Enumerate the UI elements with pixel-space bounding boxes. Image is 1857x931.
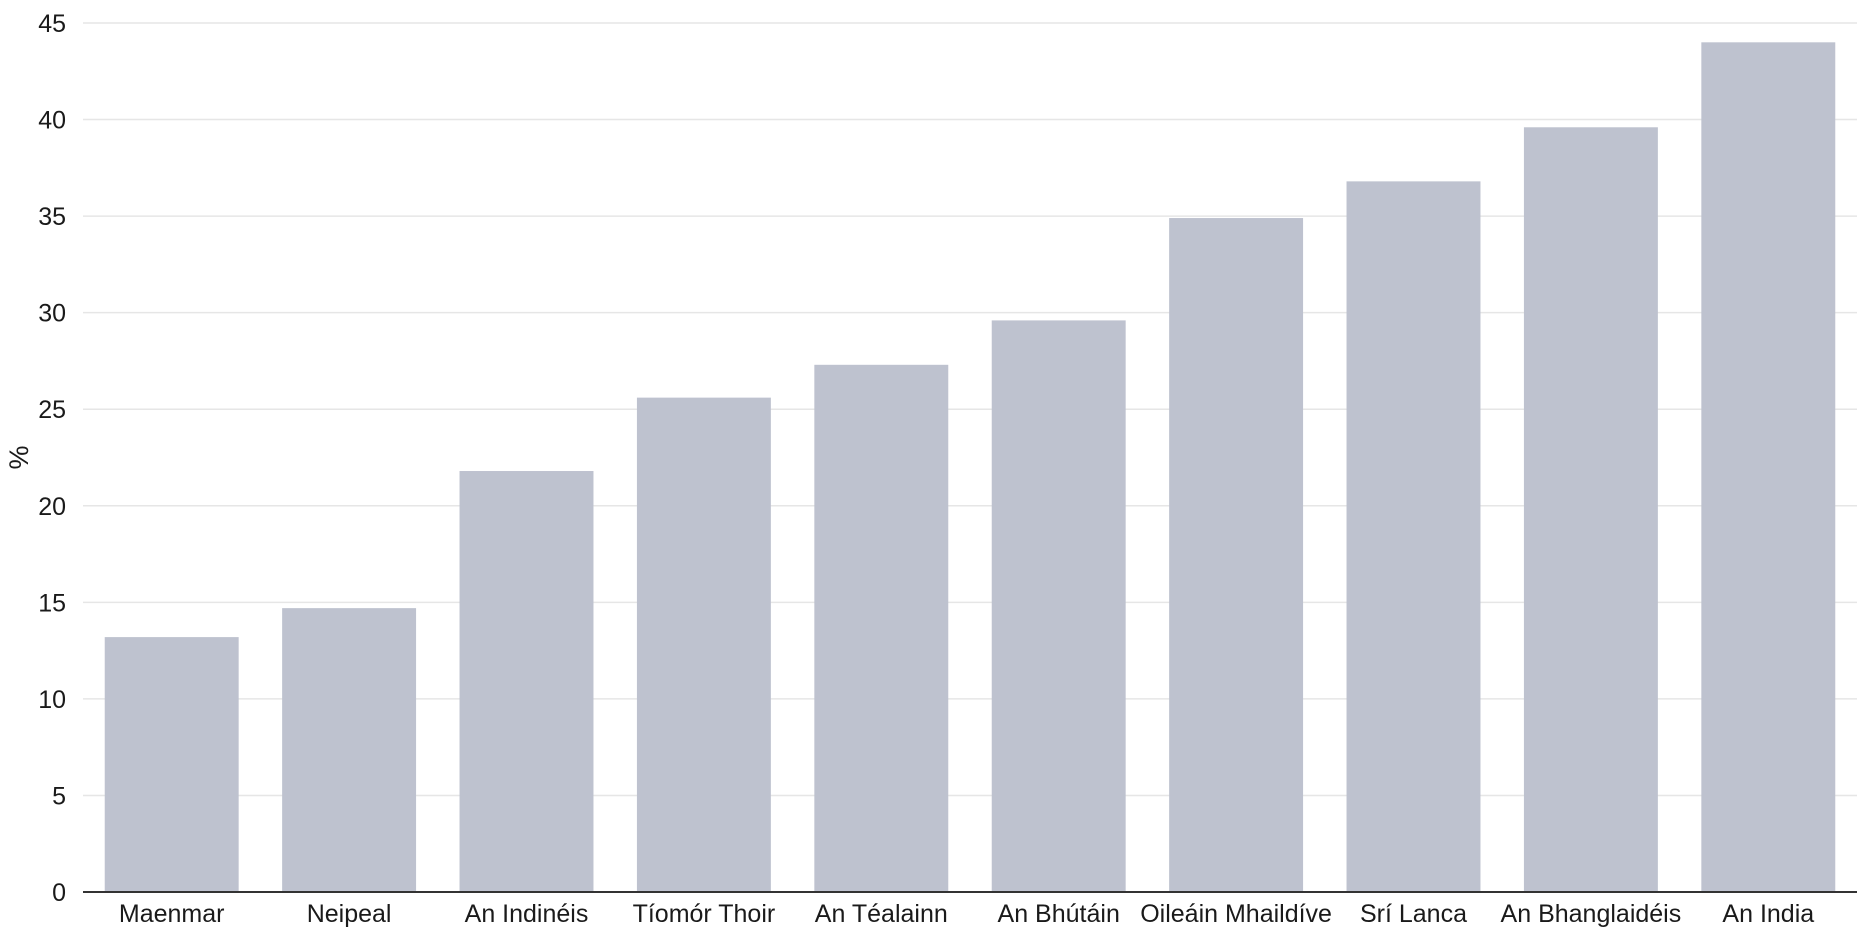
y-tick-label: 0	[52, 879, 66, 907]
x-tick-label: An Téalainn	[815, 900, 948, 928]
bars	[104, 42, 1836, 893]
y-tick-label: 10	[38, 686, 66, 714]
x-tick-label: Oileáin Mhaildíve	[1140, 900, 1332, 928]
x-tick-label: Srí Lanca	[1360, 900, 1467, 928]
bar	[459, 471, 594, 892]
x-tick-label: An India	[1722, 900, 1814, 928]
x-tick-label: An Bhanglaidéis	[1501, 900, 1682, 928]
bar	[1169, 218, 1304, 892]
x-tick-label: An Indinéis	[465, 900, 589, 928]
y-tick-label: 25	[38, 396, 66, 424]
bar	[104, 637, 239, 892]
bar	[991, 320, 1126, 892]
y-tick-label: 20	[38, 493, 66, 521]
y-axis-ticks: 0 5 10 15 20 25 30 35 40 45	[38, 10, 66, 907]
y-tick-label: 40	[38, 107, 66, 135]
bar	[1701, 42, 1836, 893]
y-tick-label: 30	[38, 300, 66, 328]
bar	[1523, 127, 1658, 892]
bar	[1346, 181, 1481, 893]
bar	[282, 608, 417, 892]
bar	[636, 397, 771, 892]
bar	[814, 364, 949, 893]
y-axis-title: %	[4, 445, 34, 469]
y-tick-label: 5	[52, 782, 66, 810]
x-tick-label: Tíomór Thoir	[633, 900, 776, 928]
y-tick-label: 45	[38, 10, 66, 38]
y-tick-label: 15	[38, 589, 66, 617]
x-axis-labels: Maenmar Neipeal An Indinéis Tíomór Thoir An …	[119, 900, 1814, 928]
x-tick-label: Neipeal	[307, 900, 392, 928]
x-tick-label: Maenmar	[119, 900, 225, 928]
y-tick-label: 35	[38, 203, 66, 231]
x-tick-label: An Bhútáin	[998, 900, 1120, 928]
